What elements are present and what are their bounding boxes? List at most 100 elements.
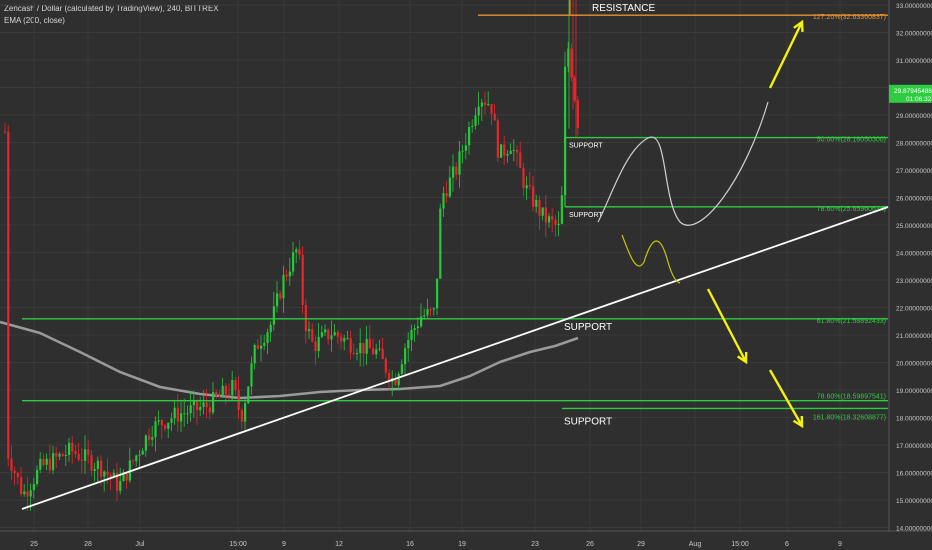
candle-body [109, 474, 112, 478]
candle-body [45, 458, 48, 465]
candle-body [519, 152, 522, 168]
fib-label: 78.60%(18.59897541) [817, 394, 886, 401]
price-tick-label: 14.00000000 [896, 526, 932, 533]
candle-body [298, 249, 301, 255]
candle-body [106, 471, 109, 475]
candle-body [202, 402, 205, 408]
candle-body [276, 293, 279, 307]
price-tick-label: 15.00000000 [896, 498, 932, 505]
time-tick-label: 28 [84, 541, 92, 548]
price-tick-label: 20.00000000 [896, 361, 932, 368]
candle-body [324, 329, 327, 333]
candle-body [557, 223, 560, 225]
candle-body [445, 193, 448, 197]
arrow-down-2-head [792, 415, 804, 429]
level-label: SUPPORT [569, 212, 603, 219]
candle-body [512, 149, 515, 151]
candle-body [119, 480, 122, 491]
candle-body [320, 332, 323, 337]
symbol-title[interactable]: Zencash / Dollar (calculated by TradingV… [4, 4, 219, 13]
level-label: RESISTANCE [592, 3, 655, 14]
candle-body [554, 219, 557, 225]
candle-body [368, 338, 371, 349]
candle-body [541, 207, 544, 216]
projection-path-down [621, 234, 681, 284]
candle-body [247, 386, 250, 404]
candle-body [61, 453, 64, 457]
candle-body [77, 453, 80, 460]
candle-body [87, 449, 90, 456]
candle-body [141, 450, 144, 455]
time-tick-label: 25 [30, 541, 38, 548]
candle-body [84, 449, 87, 461]
candle-body [394, 378, 397, 386]
candle-body [244, 403, 247, 422]
time-axis[interactable]: 25 28 Jul 15:00 9 12 16 19 23 26 29 Aug 15:00 6 9 [0, 530, 932, 548]
candle-body [336, 332, 339, 337]
candle-body [228, 394, 231, 396]
candle-body [343, 338, 346, 342]
candle-body [496, 120, 499, 158]
candle-body [532, 186, 535, 207]
candle-body [272, 306, 275, 325]
time-tick-label: 6 [785, 541, 789, 548]
candle-body [413, 328, 416, 331]
candle-body [407, 339, 410, 349]
candle-body [573, 77, 576, 101]
trendline[interactable] [21, 206, 889, 510]
candle-body [260, 345, 263, 349]
price-tick-label: 25.00000000 [896, 223, 932, 230]
candle-body [266, 332, 269, 344]
candle-body [330, 335, 333, 340]
fib-label: 161.80%(18.32608877) [813, 414, 886, 421]
candle-body [538, 200, 541, 216]
annotations [597, 19, 804, 429]
candle-body [189, 405, 192, 414]
candle-body [4, 131, 7, 133]
candle-body [416, 326, 419, 329]
candle-body [93, 468, 96, 471]
price-tick-label: 18.00000000 [896, 416, 932, 423]
ema-line [0, 320, 579, 400]
candle-body [71, 442, 74, 452]
candle-body [448, 177, 451, 197]
candle-body [420, 316, 423, 327]
candle-body [269, 324, 272, 333]
candle-body [544, 207, 547, 223]
price-tick-label: 26.00000000 [896, 196, 932, 203]
price-tick-label: 32.00000000 [896, 31, 932, 38]
candle-body [356, 353, 359, 355]
candle-body [116, 473, 119, 491]
level-label: SUPPORT [564, 416, 612, 427]
time-tick-label: Aug [689, 541, 702, 548]
fib-label: 78.60%(25.65960634) [817, 206, 886, 213]
candle-body [42, 458, 45, 465]
candle-body [404, 348, 407, 365]
time-tick-label: 23 [531, 541, 539, 548]
candle-body [7, 131, 10, 459]
candle-body [29, 490, 32, 497]
ema-curve [0, 320, 579, 400]
candle-body [480, 102, 483, 107]
arrow-down-2 [768, 369, 804, 427]
time-tick-label: 9 [282, 541, 286, 548]
price-tick-label: 31.00000000 [896, 58, 932, 65]
candle-body [288, 271, 291, 277]
price-axis[interactable]: 39.0000000038.0000000037.0000000036.0000… [888, 0, 932, 533]
candle-body [333, 332, 336, 336]
arrow-down-1-head [737, 351, 748, 365]
candle-body [426, 309, 429, 316]
candle-body [535, 200, 538, 207]
candle-body [74, 451, 77, 454]
candle-body [256, 344, 259, 349]
price-tick-label: 23.00000000 [896, 278, 932, 285]
price-tick-label: 19.00000000 [896, 388, 932, 395]
candle-body [295, 249, 298, 253]
candle-body [455, 166, 458, 175]
price-tick-label: 33.00000000 [896, 3, 932, 10]
candle-body [186, 413, 189, 415]
candle-body [340, 336, 343, 342]
time-tick-label: 16 [406, 541, 414, 548]
candle-body [570, 48, 573, 78]
